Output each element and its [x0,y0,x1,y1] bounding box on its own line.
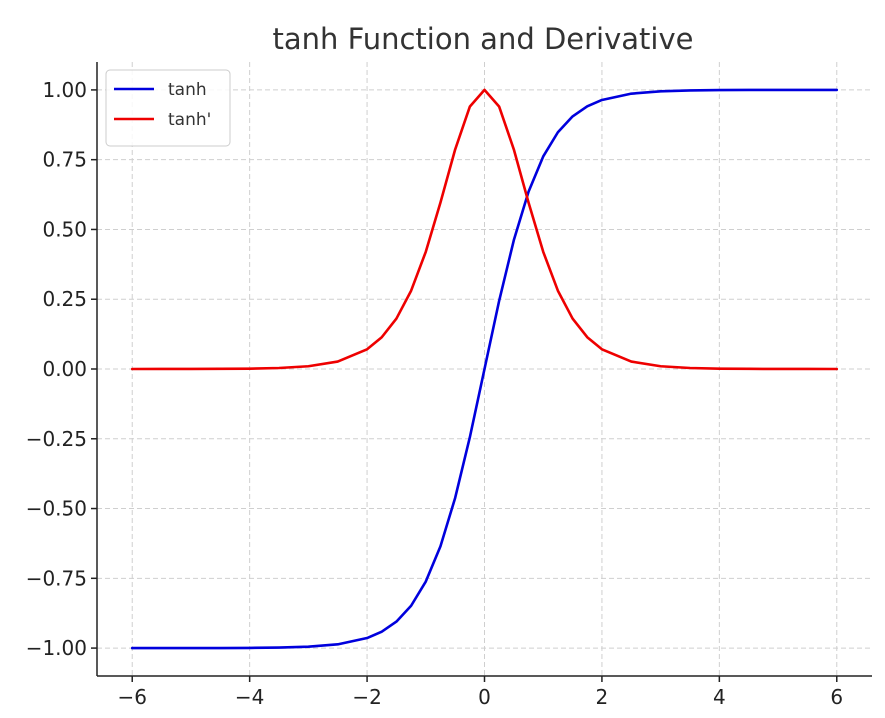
series-line-0 [130,88,839,650]
legend-label-0: tanh [168,80,207,100]
chart-title: tanh Function and Derivative [273,22,694,56]
x-tick-label: 6 [830,685,843,709]
series-lines [130,88,839,650]
y-tick-label: 1.00 [42,78,87,102]
x-tick-label: 4 [713,685,726,709]
legend-label-1: tanh' [168,110,211,130]
x-tick-label: −2 [352,685,381,709]
y-tick-label: −0.50 [26,497,87,521]
y-tick-label: 0.75 [42,148,87,172]
y-tick-label: 0.25 [42,287,87,311]
x-tick-label: −4 [235,685,264,709]
series-line-1 [130,88,839,371]
legend: tanh tanh' [105,69,231,147]
y-tick-label: −1.00 [26,636,87,660]
y-tick-label: −0.25 [26,427,87,451]
x-tick-label: 2 [596,685,609,709]
y-tick-label: 0.00 [42,357,87,381]
x-tick-label: 0 [478,685,491,709]
y-tick-label: 0.50 [42,217,87,241]
y-tick-label: −0.75 [26,566,87,590]
x-axis-ticks: −6 −4 −2 0 2 4 6 [117,676,843,709]
x-tick-label: −6 [117,685,146,709]
y-axis-ticks: −1.00 −0.75 −0.50 −0.25 0.00 0.25 0.50 0.75 1.00 [26,78,97,660]
